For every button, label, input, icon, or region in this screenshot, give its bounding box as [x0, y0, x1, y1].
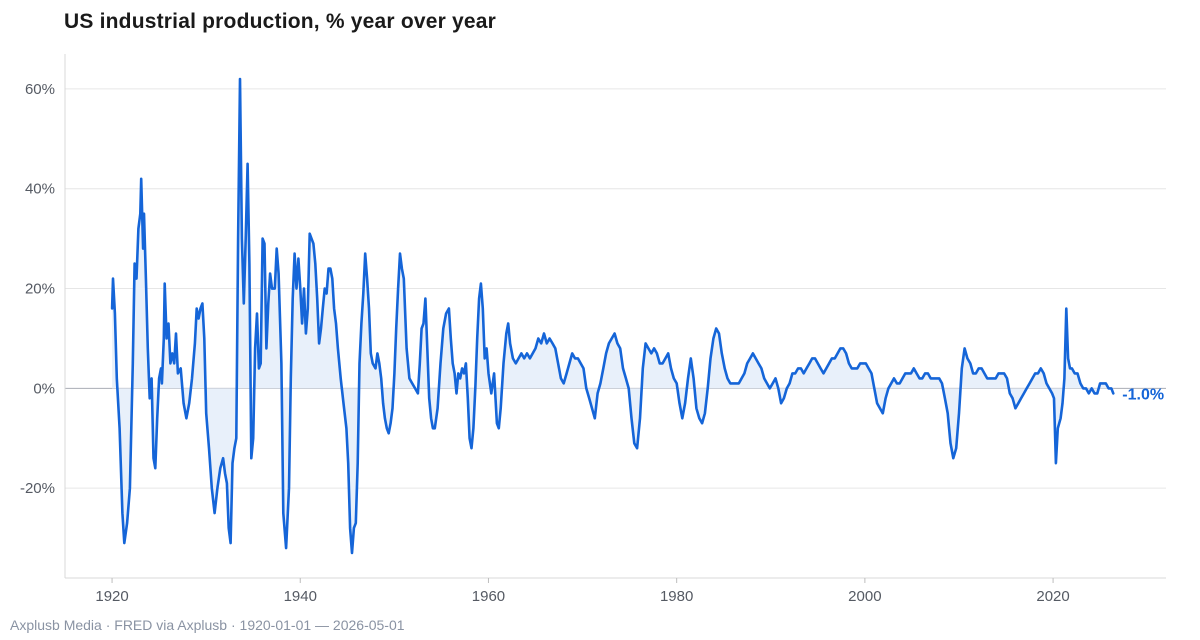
x-tick-label: 1940: [284, 588, 317, 605]
y-tick-label: 20%: [25, 281, 55, 298]
chart-title: US industrial production, % year over ye…: [64, 10, 497, 33]
x-tick-label: 1920: [95, 588, 128, 605]
series-line-path: [110, 77, 1115, 555]
y-tick-label: 60%: [25, 81, 55, 98]
source-footer: Axplusb Media · FRED via Axplusb · 1920-…: [10, 617, 405, 633]
x-tick-label: 2000: [848, 588, 881, 605]
series-area: [112, 79, 1114, 553]
series-line: [110, 77, 1115, 555]
axes: [64, 54, 1166, 583]
y-tick-label: -20%: [20, 480, 55, 497]
x-tick-label: 2020: [1036, 588, 1069, 605]
end-label: -1.0%: [1122, 386, 1164, 403]
x-tick-label: 1960: [472, 588, 505, 605]
series-area-fill: [112, 79, 1114, 553]
end-value-label: -1.0%: [1122, 386, 1164, 403]
x-tick-label: 1980: [660, 588, 693, 605]
y-tick-label: 0%: [33, 380, 55, 397]
tick-labels: 1920 1940 1960 1980 2000 2020 -20% 0% 20% 40% 60%: [20, 81, 1070, 605]
y-tick-label: 40%: [25, 181, 55, 198]
